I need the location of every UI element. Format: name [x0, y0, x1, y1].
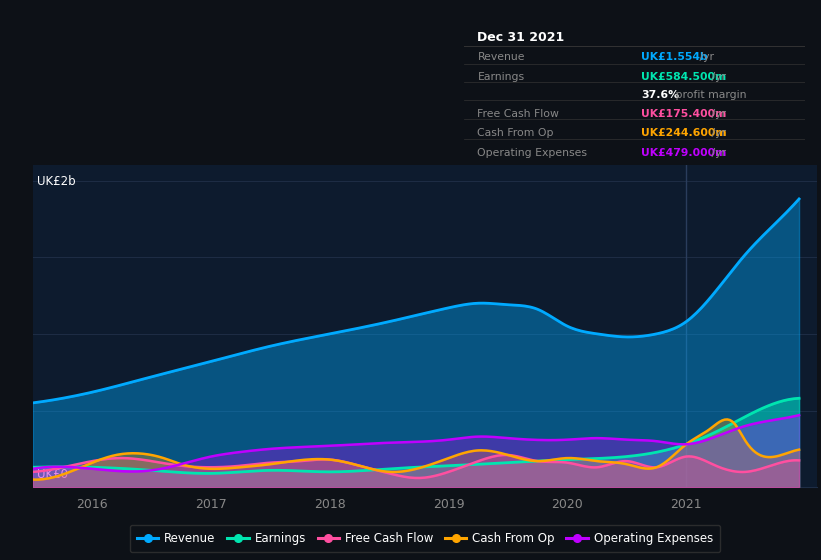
- Text: Free Cash Flow: Free Cash Flow: [478, 109, 559, 119]
- Text: /yr: /yr: [696, 52, 714, 62]
- Text: Dec 31 2021: Dec 31 2021: [478, 31, 565, 44]
- Text: UK£1.554b: UK£1.554b: [641, 52, 708, 62]
- Text: Operating Expenses: Operating Expenses: [478, 148, 588, 158]
- Text: /yr: /yr: [709, 109, 727, 119]
- Legend: Revenue, Earnings, Free Cash Flow, Cash From Op, Operating Expenses: Revenue, Earnings, Free Cash Flow, Cash …: [130, 525, 720, 552]
- Text: UK£244.600m: UK£244.600m: [641, 128, 727, 138]
- Text: UK£175.400m: UK£175.400m: [641, 109, 727, 119]
- Text: Cash From Op: Cash From Op: [478, 128, 554, 138]
- Text: UK£0: UK£0: [37, 468, 68, 480]
- Text: 37.6%: 37.6%: [641, 90, 679, 100]
- Text: Revenue: Revenue: [478, 52, 525, 62]
- Text: /yr: /yr: [709, 72, 727, 82]
- Text: /yr: /yr: [709, 128, 727, 138]
- Text: UK£2b: UK£2b: [37, 175, 76, 188]
- Text: UK£479.000m: UK£479.000m: [641, 148, 727, 158]
- Text: UK£584.500m: UK£584.500m: [641, 72, 727, 82]
- Text: profit margin: profit margin: [672, 90, 746, 100]
- Text: Earnings: Earnings: [478, 72, 525, 82]
- Text: /yr: /yr: [709, 148, 727, 158]
